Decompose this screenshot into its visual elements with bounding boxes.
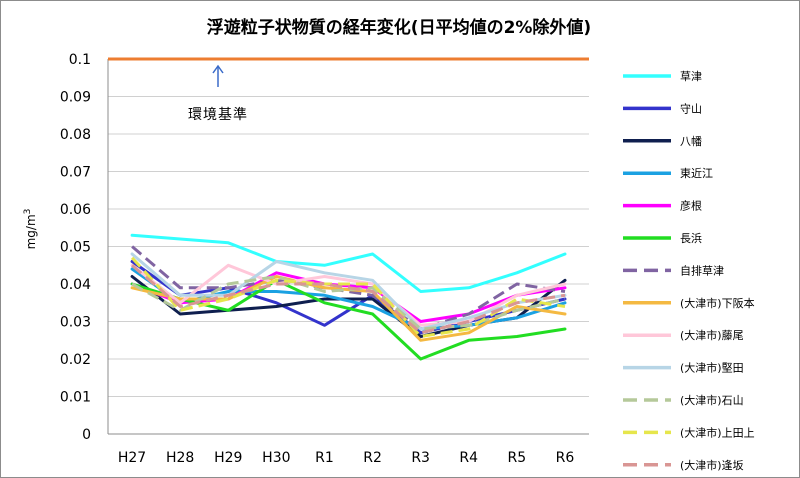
legend-label: 守山 [680, 101, 702, 115]
y-axis-label-main: mg/m [24, 214, 38, 249]
legend-label: 草津 [680, 70, 702, 83]
y-tick-label: 0.05 [60, 240, 91, 256]
y-axis-ticks: 0 0.01 0.02 0.03 0.04 0.05 0.06 0.07 0.08 0.09 0.1 [60, 52, 91, 443]
x-tick-label: H29 [214, 450, 242, 466]
legend-label: (大津市)下阪本 [680, 296, 755, 310]
y-tick-label: 0.03 [60, 315, 91, 331]
series-line [131, 264, 566, 335]
x-tick-label: R2 [363, 450, 382, 466]
x-tick-label: H30 [262, 450, 290, 466]
legend-label: (大津市)石山 [680, 393, 744, 407]
series-line [130, 275, 567, 342]
y-tick-label: 0.06 [60, 202, 91, 218]
series-line [130, 256, 566, 338]
reference-annotation: 環境基準 [188, 106, 248, 123]
reference-arrow-icon [212, 64, 224, 87]
y-axis-label-sup: 3 [23, 209, 33, 215]
y-tick-label: 0.04 [60, 277, 91, 293]
x-tick-label: H27 [118, 450, 146, 466]
legend-label: 長浜 [680, 232, 702, 245]
y-axis-label: mg/m3 [23, 209, 38, 250]
gridlines [107, 58, 589, 435]
x-axis-ticks: H27 H28 H29 H30 R1 R2 R3 R4 R5 R6 [118, 450, 574, 466]
x-tick-label: R6 [556, 450, 575, 466]
x-tick-label: R1 [315, 450, 334, 466]
y-tick-label: 0.09 [60, 90, 91, 106]
series-lines [130, 233, 567, 361]
legend-label: 自排草津 [680, 263, 724, 277]
legend-label: (大津市)堅田 [680, 361, 744, 375]
chart-title: 浮遊粒子状物質の経年変化(日平均値の2%除外値) [207, 17, 591, 38]
legend-label: 八幡 [680, 134, 702, 148]
x-tick-label: H28 [166, 450, 194, 466]
series-line [130, 252, 567, 331]
x-tick-label: R5 [508, 450, 527, 466]
legend-label: (大津市)藤尾 [680, 328, 744, 342]
y-tick-label: 0.07 [60, 165, 91, 181]
series-line [130, 263, 567, 327]
series-line [130, 260, 567, 335]
legend-label: (大津市)逢坂 [680, 458, 744, 472]
y-tick-label: 0.1 [69, 52, 91, 68]
y-tick-label: 0.08 [60, 127, 91, 143]
y-tick-label: 0 [82, 427, 91, 443]
y-tick-label: 0.01 [60, 390, 91, 406]
x-tick-label: R3 [411, 450, 430, 466]
series-line [130, 233, 567, 293]
y-tick-label: 0.02 [60, 352, 91, 368]
series-line [131, 275, 566, 331]
legend-label: 彦根 [680, 199, 702, 213]
x-tick-label: R4 [459, 450, 478, 466]
legend-label: 東近江 [680, 167, 713, 180]
series-line [130, 271, 567, 323]
legend-label: (大津市)上田上 [680, 425, 755, 439]
